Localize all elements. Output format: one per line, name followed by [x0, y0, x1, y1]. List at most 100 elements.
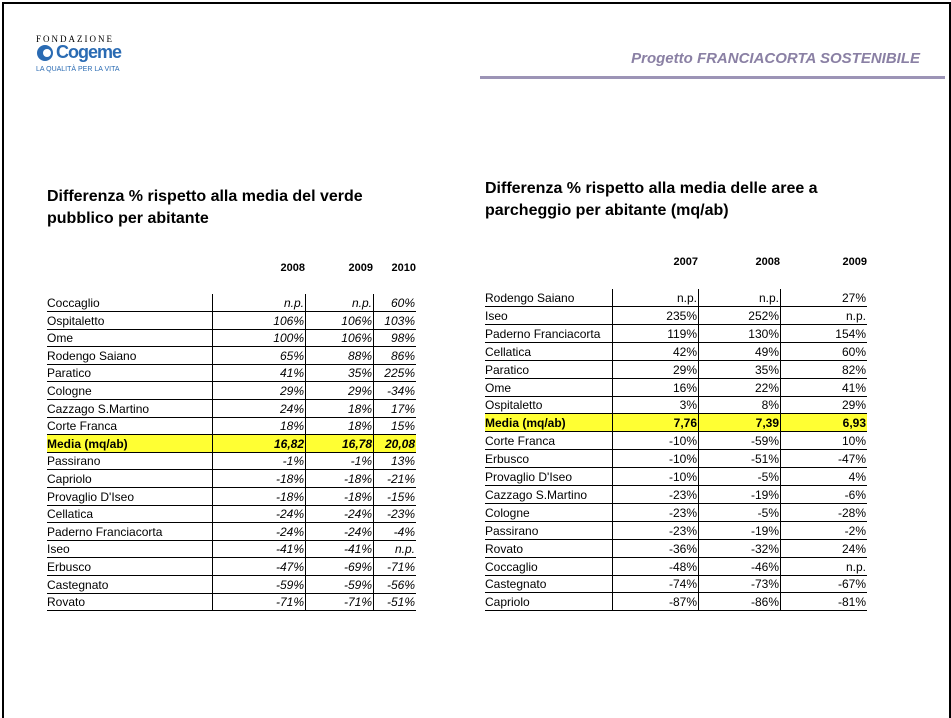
value-cell: -86%: [698, 593, 780, 611]
name-cell: Rovato: [47, 595, 86, 610]
value-cell: -10%: [612, 432, 698, 450]
value-cell: 7,39: [698, 414, 780, 432]
project-title: Progetto FRANCIACORTA SOSTENIBILE: [631, 50, 920, 67]
table-row: Cazzago S.Martino -23% -19% -6%: [485, 485, 867, 504]
name-cell: Media (mq/ab): [485, 416, 566, 431]
value-cell: -19%: [698, 521, 780, 539]
value-cell: 29%: [305, 382, 373, 399]
value-cell: -21%: [373, 470, 416, 487]
value-cell: 42%: [612, 342, 698, 360]
value-cell: 8%: [698, 396, 780, 414]
value-cell: -1%: [212, 452, 305, 470]
name-cell: Paderno Franciacorta: [485, 326, 601, 341]
value-cell: -18%: [305, 487, 373, 505]
value-cell: 106%: [212, 311, 305, 329]
name-cell: Iseo: [485, 308, 508, 323]
table-row: Erbusco -10% -51% -47%: [485, 450, 867, 469]
value-cell: -69%: [305, 558, 373, 575]
value-cell: -59%: [305, 575, 373, 593]
value-cell: -18%: [305, 470, 373, 487]
value-cell: 3%: [612, 396, 698, 414]
table-row: Rodengo Saiano 65% 88% 86%: [47, 346, 416, 365]
name-cell: Media (mq/ab): [47, 436, 128, 451]
name-cell: Erbusco: [47, 560, 92, 574]
name-cell: Passirano: [485, 523, 539, 538]
value-cell: -24%: [212, 505, 305, 523]
table-row: Cellatica 42% 49% 60%: [485, 342, 867, 361]
value-cell: 235%: [612, 306, 698, 324]
value-cell: 16%: [612, 378, 698, 396]
value-cell: -47%: [212, 558, 305, 575]
value-cell: 17%: [373, 399, 416, 417]
name-cell: Rovato: [485, 541, 524, 556]
column-header: 2008: [280, 262, 305, 274]
value-cell: 4%: [780, 468, 867, 485]
name-cell: Iseo: [47, 542, 70, 557]
logo-tagline: LA QUALITÀ PER LA VITA: [36, 66, 120, 73]
value-cell: 16,82: [212, 434, 305, 452]
value-cell: -71%: [212, 593, 305, 611]
table-row: Capriolo -87% -86% -81%: [485, 593, 867, 612]
value-cell: 18%: [305, 417, 373, 435]
table-row: Corte Franca 18% 18% 15%: [47, 417, 416, 436]
table-row: Paratico 41% 35% 225%: [47, 364, 416, 383]
name-cell: Erbusco: [485, 452, 530, 467]
value-cell: -59%: [212, 575, 305, 593]
value-cell: 98%: [373, 329, 416, 347]
table-row: Media (mq/ab) 16,82 16,78 20,08: [47, 434, 416, 453]
name-cell: Ospitaletto: [47, 313, 105, 328]
name-cell: Paderno Franciacorta: [47, 524, 163, 539]
table-row: Provaglio D'Iseo -10% -5% 4%: [485, 468, 867, 486]
value-cell: 22%: [698, 378, 780, 396]
value-cell: -6%: [780, 485, 867, 503]
value-cell: -5%: [698, 503, 780, 521]
logo-top: FONDAZIONE: [36, 34, 114, 44]
name-cell: Provaglio D'Iseo: [47, 489, 134, 504]
table-row: Castegnato -59% -59% -56%: [47, 575, 416, 594]
value-cell: -73%: [698, 575, 780, 593]
value-cell: -28%: [780, 503, 867, 521]
value-cell: 27%: [780, 289, 867, 306]
name-cell: Coccaglio: [485, 559, 538, 574]
value-cell: -24%: [305, 505, 373, 523]
value-cell: 225%: [373, 364, 416, 382]
value-cell: n.p.: [305, 294, 373, 311]
value-cell: -24%: [305, 522, 373, 540]
value-cell: 88%: [305, 346, 373, 364]
name-cell: Castegnato: [47, 577, 109, 592]
table-row: Iseo 235% 252% n.p.: [485, 306, 867, 325]
value-cell: n.p.: [698, 289, 780, 306]
name-cell: Passirano: [47, 454, 101, 469]
logo-icon: [37, 45, 53, 61]
table-row: Paderno Franciacorta -24% -24% -4%: [47, 522, 416, 541]
value-cell: 13%: [373, 452, 416, 470]
value-cell: 29%: [780, 396, 867, 414]
value-cell: -15%: [373, 487, 416, 505]
name-cell: Capriolo: [485, 595, 530, 610]
name-cell: Cellatica: [47, 507, 94, 522]
value-cell: 100%: [212, 329, 305, 347]
value-cell: -46%: [698, 557, 780, 575]
table-row: Provaglio D'Iseo -18% -18% -15%: [47, 487, 416, 506]
logo-name: Cogeme: [56, 42, 122, 62]
value-cell: -23%: [373, 505, 416, 523]
value-cell: -71%: [373, 558, 416, 575]
name-cell: Ome: [485, 380, 512, 395]
value-cell: -10%: [612, 450, 698, 468]
table-row: Capriolo -18% -18% -21%: [47, 470, 416, 488]
value-cell: -24%: [212, 522, 305, 540]
value-cell: -23%: [612, 503, 698, 521]
value-cell: n.p.: [212, 294, 305, 311]
value-cell: 60%: [780, 342, 867, 360]
column-header: 2009: [842, 256, 867, 268]
header-rule: [480, 76, 945, 79]
value-cell: 29%: [612, 360, 698, 378]
name-cell: Castegnato: [485, 577, 547, 592]
name-cell: Corte Franca: [47, 419, 118, 434]
name-cell: Cologne: [47, 384, 92, 398]
table-row: Rovato -36% -32% 24%: [485, 539, 867, 558]
table-row: Cologne 29% 29% -34%: [47, 382, 416, 400]
table-row: Castegnato -74% -73% -67%: [485, 575, 867, 594]
